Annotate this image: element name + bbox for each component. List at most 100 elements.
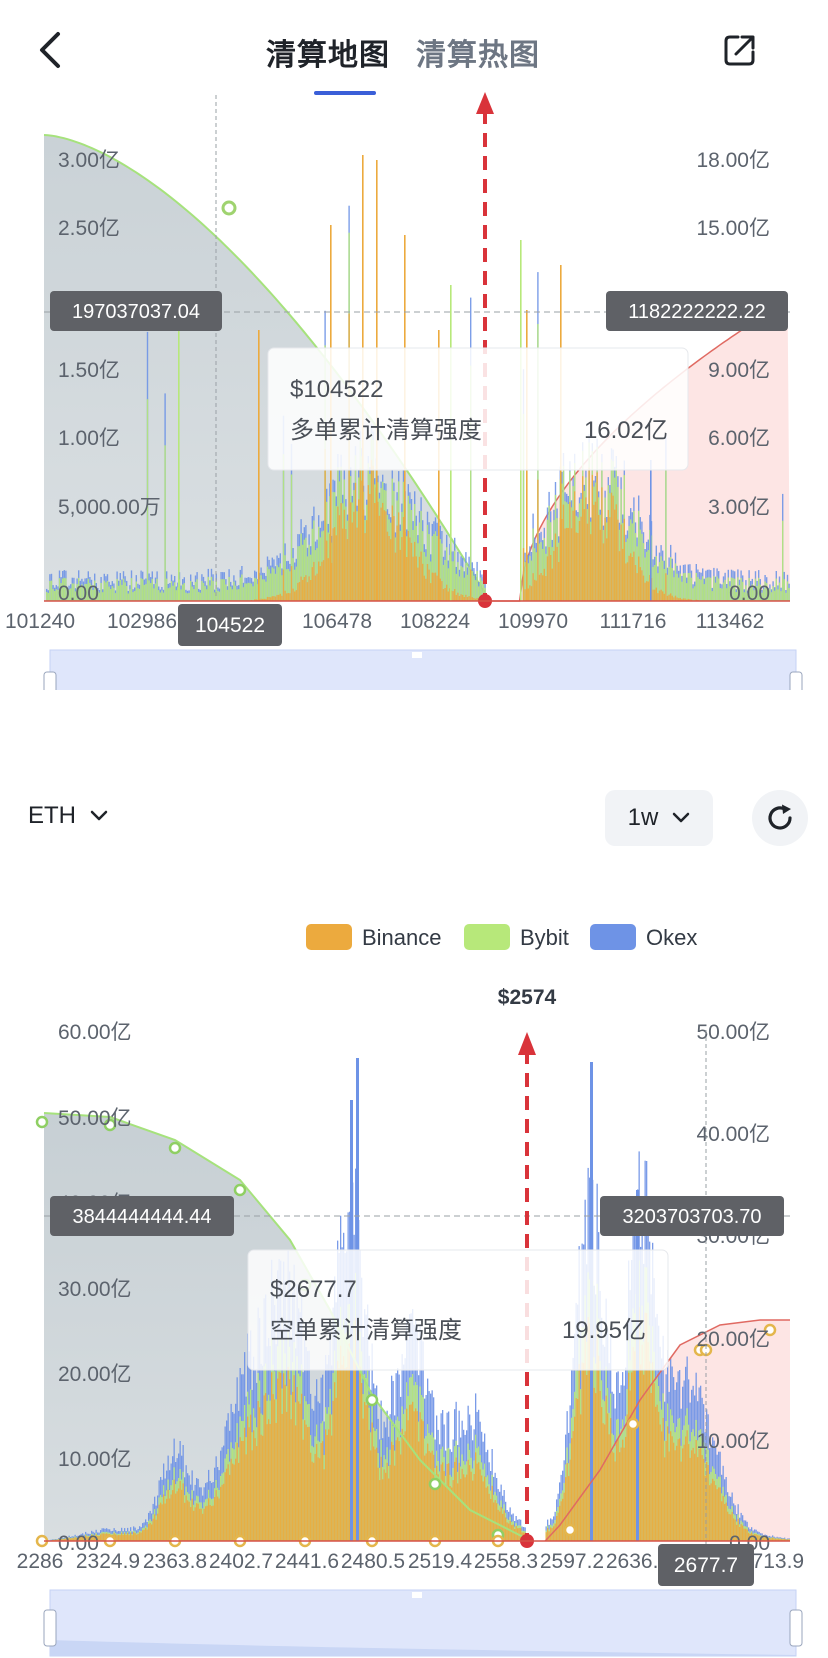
btc-bar xyxy=(250,583,253,601)
tab-liquidation-heatmap[interactable]: 清算热图 xyxy=(416,39,540,72)
btc-zoom-slider[interactable] xyxy=(43,649,803,690)
btc-bar xyxy=(561,519,563,601)
coin-selector[interactable]: ETH xyxy=(28,802,108,830)
crosshair-left-value-label: 3844444444.44 xyxy=(50,1196,234,1236)
eth-bar xyxy=(85,1535,87,1541)
btc-bar xyxy=(548,547,550,601)
btc-bar xyxy=(92,590,94,601)
btc-bar xyxy=(697,577,699,601)
btc-bar xyxy=(57,590,59,601)
btc-bar xyxy=(270,573,272,601)
btc-bar xyxy=(374,503,376,601)
btc-bar xyxy=(306,556,309,601)
btc-bar xyxy=(201,580,203,601)
btc-bar xyxy=(175,590,177,601)
slider-right-handle xyxy=(789,1609,803,1647)
tab-liquidation-map[interactable]: 清算地图 xyxy=(266,39,390,72)
eth-bar xyxy=(646,1313,648,1541)
eth-bar xyxy=(64,1538,66,1541)
share-button[interactable] xyxy=(722,32,758,68)
btc-bar xyxy=(303,539,305,601)
eth-bar xyxy=(427,1443,429,1541)
btc-bar xyxy=(473,598,475,601)
eth-bar xyxy=(400,1454,402,1541)
btc-bar xyxy=(65,578,67,601)
btc-bar xyxy=(703,584,705,601)
eth-zoom-slider[interactable] xyxy=(43,1589,803,1657)
btc-bar xyxy=(649,529,651,601)
eth-bar xyxy=(196,1503,198,1541)
btc-bar xyxy=(714,582,717,601)
btc-bar xyxy=(162,592,165,601)
btc-bar xyxy=(430,583,432,601)
back-button[interactable] xyxy=(30,28,70,72)
eth-bar xyxy=(589,1323,591,1541)
eth-bar xyxy=(170,1494,172,1541)
btc-bar xyxy=(442,589,445,601)
eth-bar xyxy=(265,1393,267,1541)
eth-bar xyxy=(494,1500,496,1541)
eth-bar xyxy=(620,1447,622,1541)
eth-bar xyxy=(460,1478,462,1541)
btc-bar xyxy=(84,584,86,601)
eth-bar xyxy=(250,1414,252,1541)
btc-bar xyxy=(420,551,422,601)
btc-bar xyxy=(788,588,790,601)
eth-bar xyxy=(755,1534,757,1541)
btc-bar xyxy=(449,555,451,601)
eth-bar xyxy=(665,1441,667,1541)
eth-bar xyxy=(416,1411,418,1541)
eth-bar xyxy=(154,1514,156,1541)
btc-bar xyxy=(406,557,408,601)
btc-bar xyxy=(290,566,293,601)
btc-bar xyxy=(132,592,134,601)
btc-bar xyxy=(372,465,374,601)
eth-bar xyxy=(161,1504,163,1541)
eth-bar xyxy=(440,1464,442,1541)
eth-bar xyxy=(478,1462,480,1541)
eth-bar xyxy=(115,1534,117,1541)
svg-text:3203703703.70: 3203703703.70 xyxy=(622,1206,761,1228)
btc-bar xyxy=(615,504,617,601)
btc-bar xyxy=(354,482,357,601)
left-axis-tick-label: 0.00 xyxy=(58,1532,99,1555)
btc-bar xyxy=(740,578,742,601)
refresh-button[interactable] xyxy=(752,790,808,846)
btc-bar xyxy=(535,552,537,601)
btc-bar xyxy=(180,589,182,601)
eth-liquidation-chart[interactable]: Binance Bybit Okex $2574 60.00亿 50.00亿 40.… xyxy=(0,900,828,1658)
eth-bar xyxy=(278,1371,280,1541)
btc-bar xyxy=(391,505,393,601)
eth-bar xyxy=(272,1394,274,1541)
eth-bar xyxy=(406,1408,408,1541)
eth-bar xyxy=(562,1498,564,1541)
btc-bar xyxy=(594,501,597,601)
eth-bar xyxy=(179,1481,181,1541)
eth-bar xyxy=(421,1419,423,1541)
btc-bar xyxy=(670,593,672,601)
legend-item-bybit[interactable]: Bybit xyxy=(464,924,569,950)
eth-bar xyxy=(293,1375,295,1541)
eth-bar xyxy=(205,1506,207,1541)
eth-bar xyxy=(587,1317,589,1541)
eth-bar xyxy=(563,1492,565,1541)
btc-liquidation-chart[interactable]: 3.00亿 2.50亿 1.50亿 1.00亿 5,000.00万 0.00 18.00亿 1… xyxy=(0,90,828,690)
period-selector[interactable]: 1w xyxy=(605,790,713,846)
btc-bar xyxy=(769,588,771,601)
btc-bar xyxy=(457,562,459,601)
btc-bar xyxy=(522,548,525,601)
btc-bar xyxy=(655,587,657,601)
btc-bar xyxy=(188,593,190,601)
btc-bar xyxy=(185,592,187,601)
legend-item-binance[interactable]: Binance xyxy=(306,924,442,950)
btc-bar xyxy=(316,573,318,601)
btc-bar xyxy=(276,594,278,601)
btc-bar xyxy=(678,598,680,601)
btc-bar xyxy=(274,596,277,601)
btc-bar xyxy=(268,597,270,601)
btc-bar xyxy=(689,599,691,601)
legend-item-okex[interactable]: Okex xyxy=(590,924,697,950)
btc-bar xyxy=(249,583,251,601)
eth-bar xyxy=(722,1495,724,1541)
eth-bar xyxy=(431,1450,433,1541)
